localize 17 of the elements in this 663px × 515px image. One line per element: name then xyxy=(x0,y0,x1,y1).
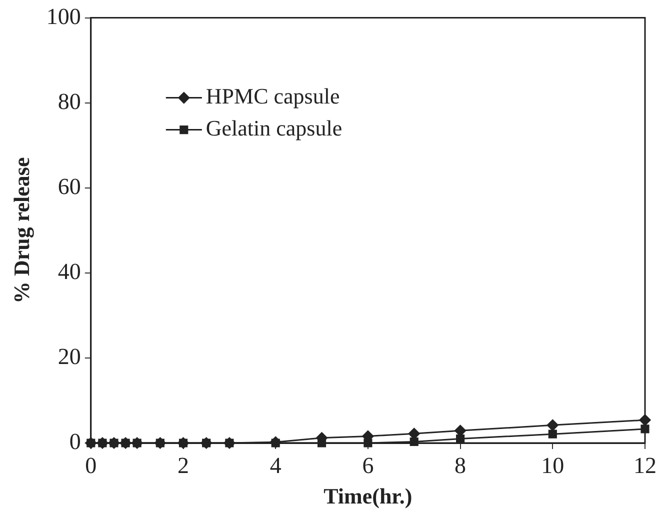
y-tick-label: 60 xyxy=(58,174,81,199)
x-tick-label: 10 xyxy=(541,452,564,478)
y-tick-label: 0 xyxy=(69,429,81,454)
x-tick-label: 12 xyxy=(634,452,656,478)
x-tick-label: 8 xyxy=(454,452,466,478)
y-axis-title: % Drug release xyxy=(8,157,34,304)
y-tick-label: 40 xyxy=(58,258,81,284)
x-tick-label: 2 xyxy=(178,452,189,478)
x-axis-title: Time(hr.) xyxy=(324,483,412,508)
x-tick-label: 6 xyxy=(362,452,374,478)
legend-label: Gelatin capsule xyxy=(206,116,342,141)
legend-label: HPMC capsule xyxy=(206,84,340,109)
y-tick-label: 80 xyxy=(58,88,81,114)
y-tick-label: 100 xyxy=(46,4,81,29)
y-tick-label: 20 xyxy=(58,344,81,370)
x-tick-label: 0 xyxy=(85,452,97,478)
x-tick-label: 4 xyxy=(270,452,282,478)
